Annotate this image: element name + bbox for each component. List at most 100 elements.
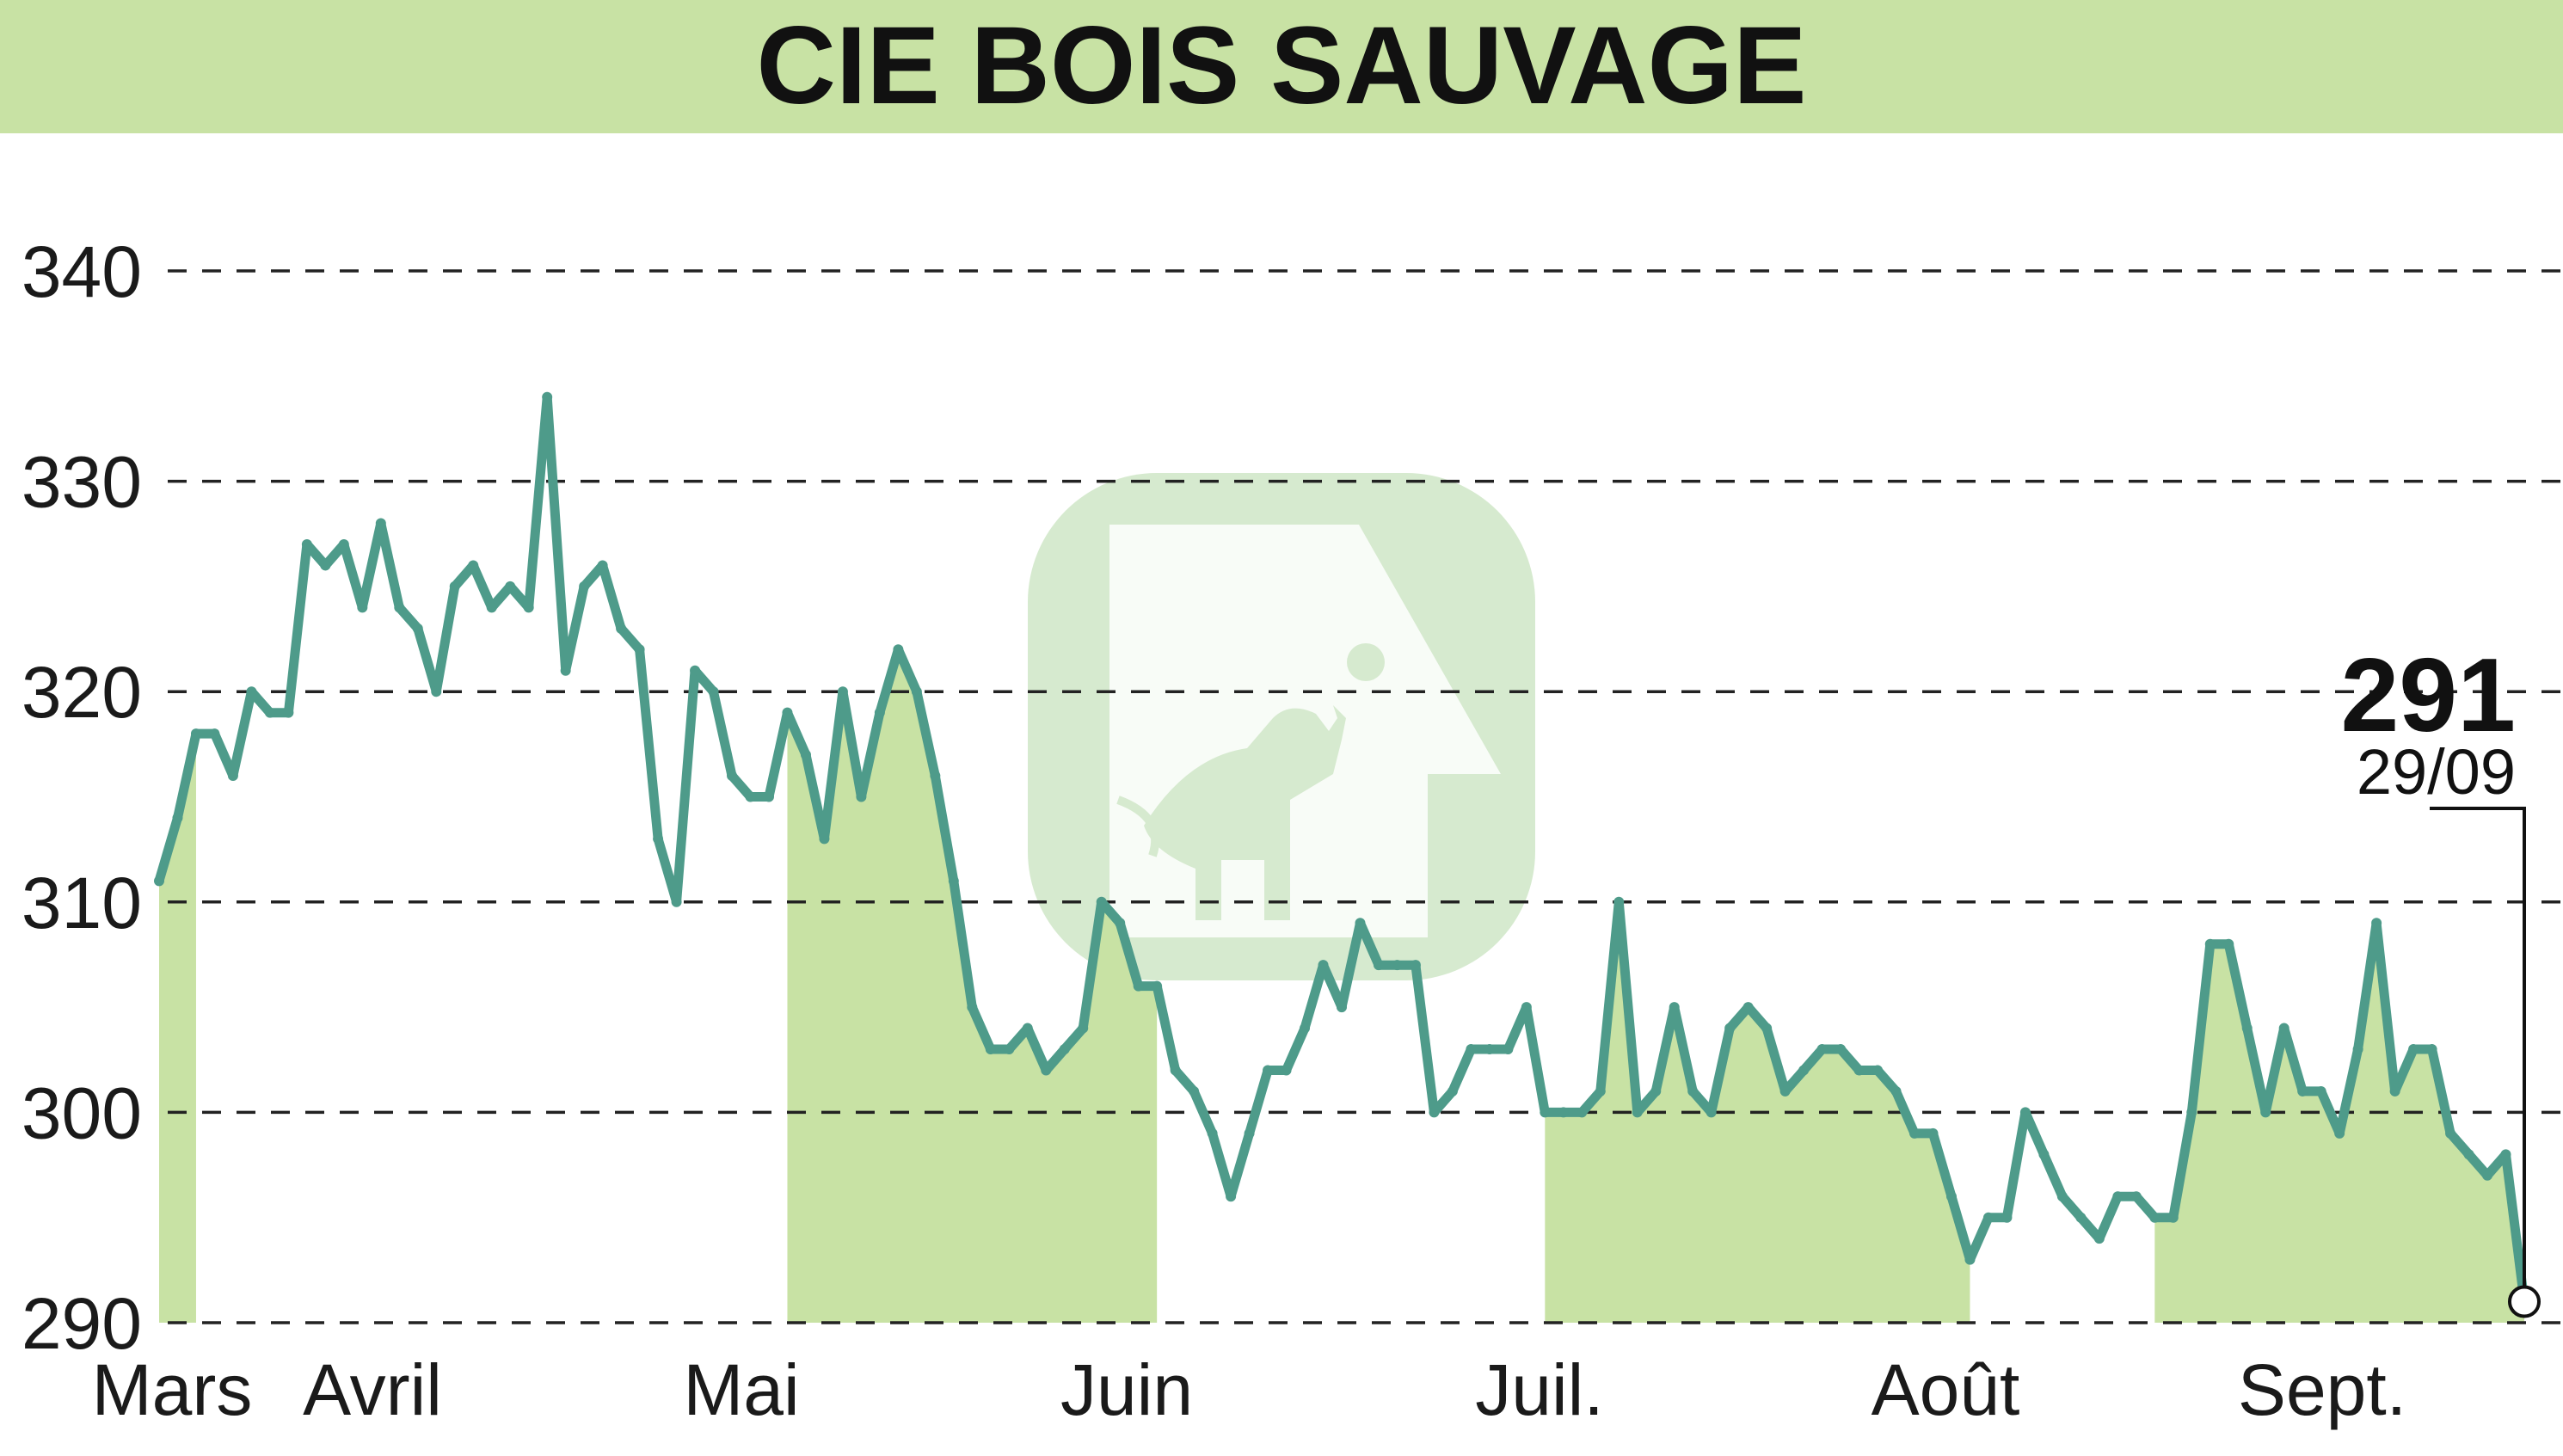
data-point	[2445, 1127, 2456, 1139]
data-point	[985, 1044, 996, 1055]
data-point	[523, 602, 534, 613]
data-point	[1447, 1085, 1458, 1097]
data-point	[579, 581, 590, 592]
x-tick-label: Août	[1872, 1349, 2020, 1430]
data-point	[1078, 1023, 1089, 1034]
data-point	[727, 771, 738, 782]
data-point	[800, 749, 811, 760]
data-point	[2001, 1212, 2013, 1223]
data-point	[1318, 960, 1329, 971]
data-point	[2426, 1044, 2437, 1055]
data-point	[1115, 918, 1126, 929]
data-point	[2056, 1191, 2068, 1202]
data-point	[911, 686, 922, 697]
y-tick-label: 340	[22, 231, 142, 312]
data-point	[1392, 960, 1403, 971]
data-point	[301, 538, 312, 550]
title-bar	[0, 0, 2563, 133]
data-point	[2112, 1191, 2124, 1202]
data-point	[1004, 1044, 1015, 1055]
data-point	[1041, 1065, 1052, 1076]
data-point	[1263, 1065, 1274, 1076]
data-point	[2186, 1107, 2197, 1118]
data-point	[2482, 1170, 2493, 1181]
data-point	[2075, 1212, 2087, 1223]
data-point	[431, 686, 442, 697]
data-point	[1355, 918, 1366, 929]
data-point	[948, 875, 959, 887]
x-tick-label: Mai	[683, 1349, 799, 1430]
x-tick-label: Avril	[303, 1349, 442, 1430]
data-point	[1096, 896, 1107, 907]
y-axis: 290 300 310 320 330 340	[22, 231, 142, 1364]
data-point	[690, 665, 701, 676]
data-point	[1595, 1085, 1606, 1097]
data-point	[1429, 1107, 1440, 1118]
x-tick-label: Juin	[1060, 1349, 1193, 1430]
data-point	[2260, 1107, 2271, 1118]
data-point	[1706, 1107, 1717, 1118]
data-point	[1410, 960, 1421, 971]
data-point	[1133, 980, 1144, 992]
data-point	[1152, 980, 1163, 992]
data-point	[1300, 1023, 1311, 1034]
data-point	[172, 812, 183, 823]
data-point	[227, 771, 238, 782]
data-point	[338, 538, 349, 550]
data-point	[449, 581, 460, 592]
data-point	[1189, 1085, 1200, 1097]
data-point	[2149, 1212, 2160, 1223]
data-point	[782, 707, 793, 718]
data-point	[745, 791, 756, 802]
data-point	[394, 602, 405, 613]
data-point	[1170, 1065, 1181, 1076]
y-tick-label: 320	[22, 652, 142, 733]
data-point	[1632, 1107, 1643, 1118]
y-tick-label: 310	[22, 863, 142, 943]
data-point	[1226, 1191, 1237, 1202]
data-point	[2130, 1191, 2142, 1202]
data-point	[246, 686, 257, 697]
data-point	[1207, 1127, 1218, 1139]
data-point	[1964, 1254, 1976, 1265]
data-point	[486, 602, 497, 613]
data-point	[1687, 1085, 1699, 1097]
bull-logo-icon	[1028, 473, 1535, 980]
data-point	[893, 644, 904, 655]
data-point	[1945, 1191, 1957, 1202]
data-point	[2019, 1107, 2031, 1118]
data-point	[1281, 1065, 1292, 1076]
last-date-label: 29/09	[2357, 736, 2516, 808]
data-point	[2038, 1149, 2050, 1160]
data-point	[634, 644, 645, 655]
data-point	[837, 686, 848, 697]
data-point	[505, 581, 516, 592]
data-point	[1761, 1023, 1773, 1034]
data-point	[708, 686, 719, 697]
data-point	[930, 771, 941, 782]
chart-title: CIE BOIS SAUVAGE	[757, 4, 1807, 127]
data-point	[1613, 896, 1625, 907]
y-tick-label: 290	[22, 1283, 142, 1364]
data-point	[1521, 1002, 1532, 1013]
data-point	[597, 560, 608, 571]
data-point	[967, 1002, 978, 1013]
last-point-marker	[2508, 1285, 2541, 1318]
data-point	[1909, 1127, 1921, 1139]
data-point	[2334, 1127, 2345, 1139]
data-point	[375, 518, 386, 529]
data-point	[1982, 1212, 1994, 1223]
data-point	[819, 833, 830, 845]
data-point	[2093, 1233, 2105, 1244]
data-point	[283, 707, 294, 718]
data-point	[2167, 1212, 2179, 1223]
data-point	[2371, 918, 2382, 929]
x-axis: Mars Avril Mai Juin Juil. Août Sept.	[92, 1349, 2406, 1430]
data-point	[1816, 1044, 1828, 1055]
y-tick-label: 300	[22, 1072, 142, 1153]
data-point	[1650, 1085, 1662, 1097]
y-tick-label: 330	[22, 442, 142, 523]
data-point	[1779, 1085, 1791, 1097]
data-point	[1853, 1065, 1865, 1076]
data-point	[2315, 1085, 2326, 1097]
